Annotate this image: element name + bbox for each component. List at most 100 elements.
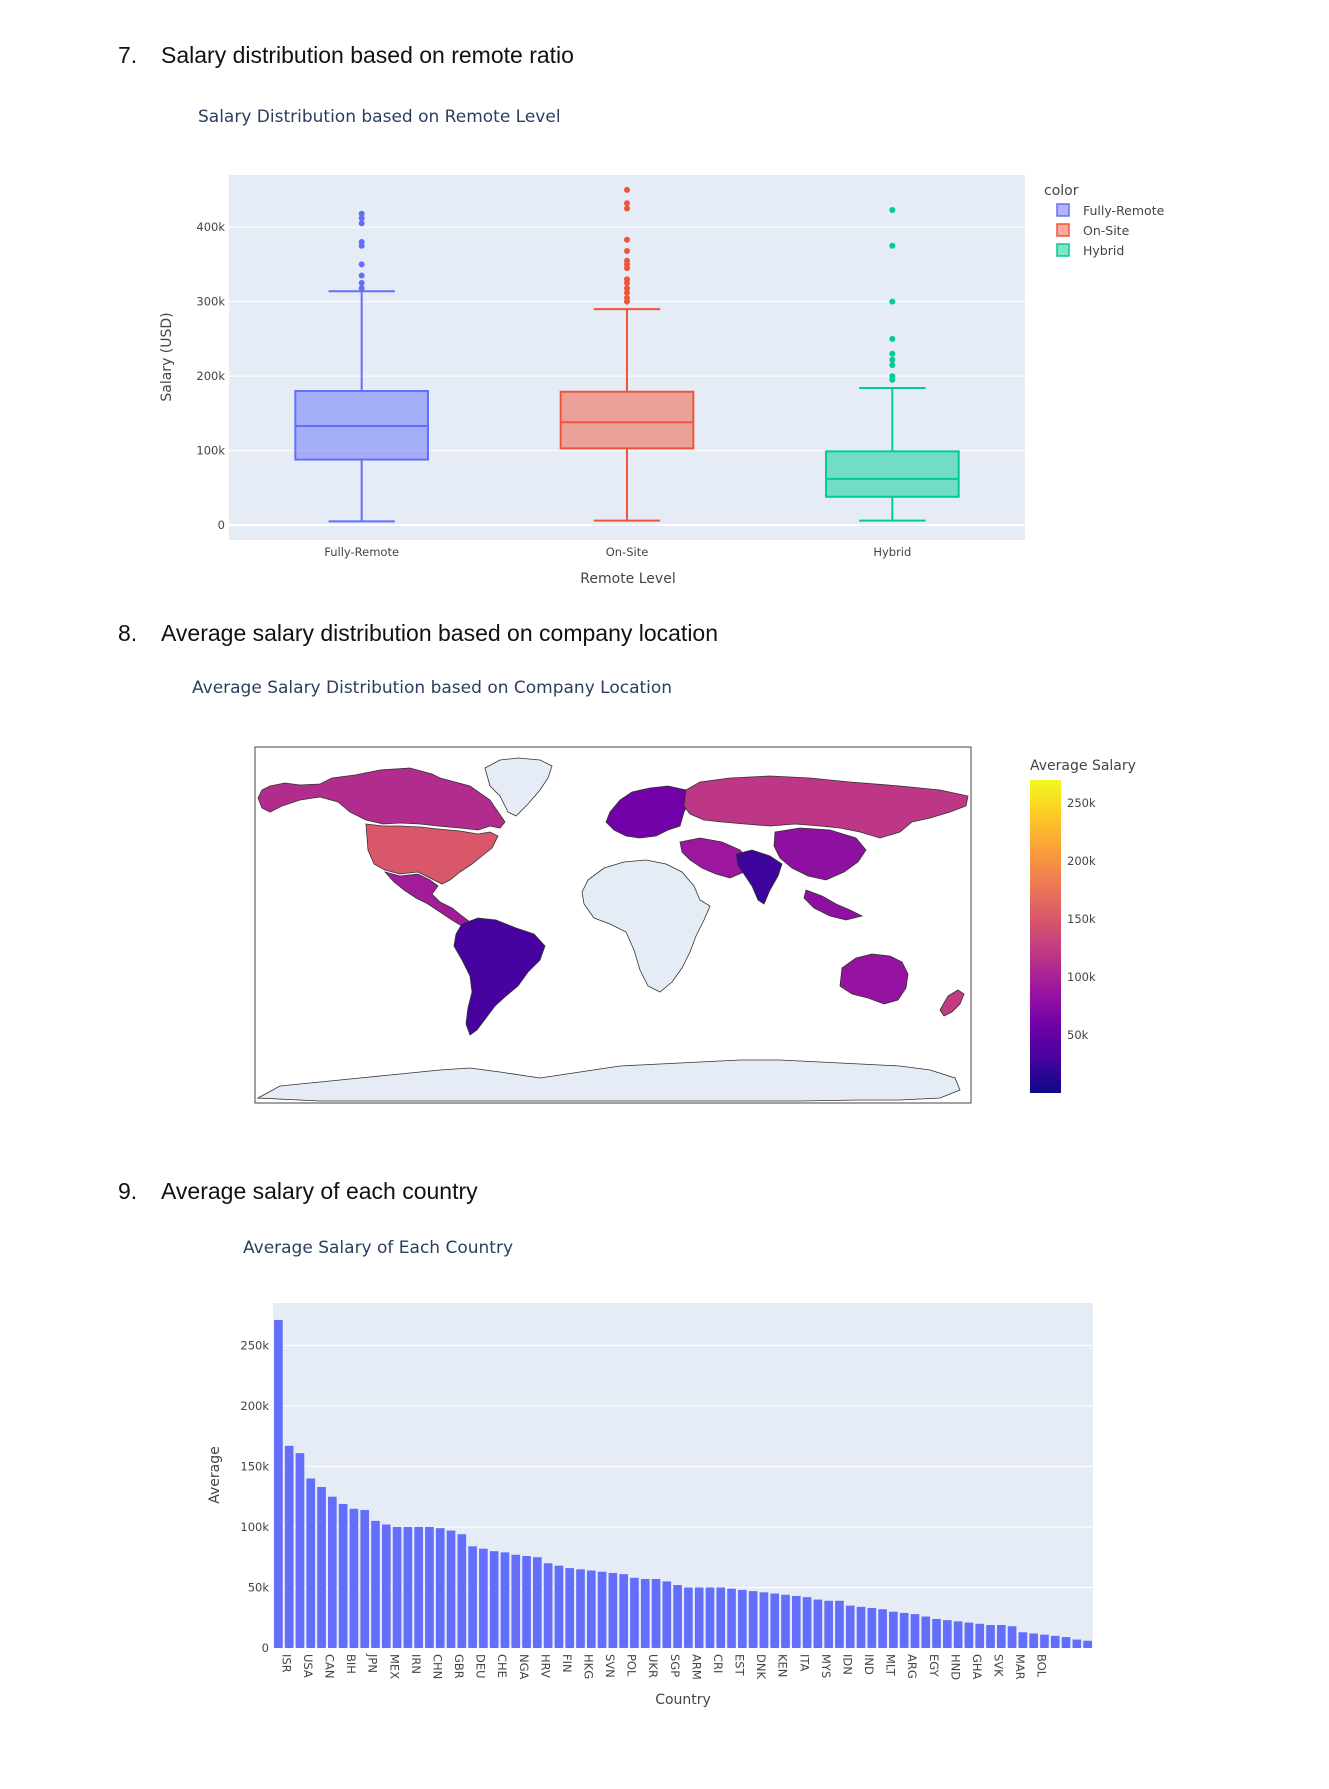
bar[interactable] <box>975 1623 985 1648</box>
bar[interactable] <box>738 1589 747 1648</box>
bar[interactable] <box>1050 1635 1060 1648</box>
box-trace-hybrid[interactable] <box>825 207 960 522</box>
bar[interactable] <box>943 1620 952 1648</box>
region-south-asia[interactable] <box>735 849 783 905</box>
bar[interactable] <box>1029 1633 1038 1648</box>
bar[interactable] <box>533 1557 542 1648</box>
bar[interactable] <box>511 1554 521 1648</box>
region-north-america-north[interactable] <box>257 767 506 831</box>
legend-item-fully-remote[interactable]: Fully-Remote <box>1056 203 1165 218</box>
bar[interactable] <box>414 1526 423 1648</box>
legend-item-on-site[interactable]: On-Site <box>1056 223 1130 238</box>
bar[interactable] <box>748 1591 758 1648</box>
bar[interactable] <box>651 1579 661 1648</box>
bar[interactable] <box>338 1503 348 1648</box>
bar[interactable] <box>727 1588 736 1648</box>
bar[interactable] <box>716 1587 726 1648</box>
bar[interactable] <box>403 1526 413 1648</box>
region-new-zealand[interactable] <box>939 989 965 1017</box>
region-mexico-central-america[interactable] <box>383 871 471 927</box>
bar-y-tick-label: 200k <box>240 1399 269 1413</box>
bar[interactable] <box>673 1585 682 1648</box>
bar[interactable] <box>932 1618 941 1648</box>
bar[interactable] <box>586 1570 596 1648</box>
bar[interactable] <box>824 1600 833 1648</box>
bar[interactable] <box>489 1551 499 1648</box>
bar[interactable] <box>317 1487 326 1648</box>
region-middle-east[interactable] <box>679 837 751 879</box>
bar[interactable] <box>500 1552 510 1648</box>
bar[interactable] <box>392 1526 402 1648</box>
bar[interactable] <box>1083 1640 1092 1648</box>
bar[interactable] <box>328 1496 337 1648</box>
bar[interactable] <box>899 1612 909 1648</box>
bar[interactable] <box>813 1599 823 1648</box>
bar[interactable] <box>856 1606 866 1648</box>
bar[interactable] <box>381 1524 391 1648</box>
region-australia[interactable] <box>839 953 909 1005</box>
bar[interactable] <box>468 1546 477 1648</box>
bar[interactable] <box>576 1569 585 1648</box>
bar[interactable] <box>889 1611 898 1648</box>
box-legend[interactable]: Fully-Remote On-Site Hybrid <box>1056 203 1165 258</box>
bar[interactable] <box>759 1592 769 1648</box>
bar[interactable] <box>425 1526 434 1648</box>
bar[interactable] <box>554 1565 564 1648</box>
bar[interactable] <box>543 1563 553 1648</box>
bar[interactable] <box>457 1534 467 1648</box>
region-usa[interactable] <box>365 823 499 885</box>
bar[interactable] <box>684 1587 693 1648</box>
bar[interactable] <box>435 1528 445 1648</box>
region-antarctica[interactable] <box>256 1059 961 1102</box>
bar[interactable] <box>597 1571 607 1648</box>
bar[interactable] <box>349 1508 359 1648</box>
bar[interactable] <box>630 1577 639 1648</box>
region-greenland[interactable] <box>484 757 553 817</box>
bar[interactable] <box>619 1574 628 1648</box>
bar[interactable] <box>1007 1626 1017 1648</box>
bar[interactable] <box>910 1614 920 1648</box>
box-trace-fully-remote[interactable] <box>294 210 430 523</box>
bar[interactable] <box>867 1608 877 1648</box>
bar[interactable] <box>835 1600 844 1648</box>
region-russia[interactable] <box>683 775 969 839</box>
bar[interactable] <box>522 1556 531 1648</box>
bar[interactable] <box>479 1548 488 1648</box>
bar[interactable] <box>694 1587 704 1648</box>
box-trace-on-site[interactable] <box>559 186 695 522</box>
bar[interactable] <box>953 1621 963 1648</box>
bar[interactable] <box>845 1605 855 1648</box>
region-europe[interactable] <box>605 785 691 839</box>
bar[interactable] <box>921 1616 931 1648</box>
bar[interactable] <box>705 1587 715 1648</box>
box-y-tick-label: 200k <box>196 369 225 383</box>
bar[interactable] <box>295 1453 305 1648</box>
bar[interactable] <box>360 1510 370 1648</box>
bar[interactable] <box>1072 1639 1082 1648</box>
bar[interactable] <box>608 1572 618 1648</box>
bar[interactable] <box>996 1625 1006 1648</box>
bar[interactable] <box>802 1597 812 1648</box>
bar[interactable] <box>371 1520 380 1648</box>
bar-x-tick-label: MAR <box>1013 1654 1027 1680</box>
region-south-america[interactable] <box>453 917 546 1036</box>
bar[interactable] <box>446 1530 456 1648</box>
bar[interactable] <box>986 1625 995 1648</box>
bar[interactable] <box>770 1593 780 1648</box>
bar[interactable] <box>662 1581 672 1648</box>
bar[interactable] <box>964 1622 974 1648</box>
bar[interactable] <box>781 1594 790 1648</box>
region-africa[interactable] <box>581 859 711 993</box>
bar[interactable] <box>1040 1634 1049 1648</box>
bar[interactable] <box>791 1595 801 1648</box>
bar[interactable] <box>640 1579 650 1648</box>
bar[interactable] <box>1061 1637 1071 1648</box>
region-east-asia[interactable] <box>773 827 867 921</box>
bar[interactable] <box>306 1478 316 1648</box>
legend-item-hybrid[interactable]: Hybrid <box>1056 243 1124 258</box>
bar[interactable] <box>284 1445 294 1648</box>
bar[interactable] <box>565 1568 575 1648</box>
bar[interactable] <box>274 1319 283 1648</box>
bar[interactable] <box>878 1609 887 1648</box>
bar[interactable] <box>1018 1632 1028 1648</box>
